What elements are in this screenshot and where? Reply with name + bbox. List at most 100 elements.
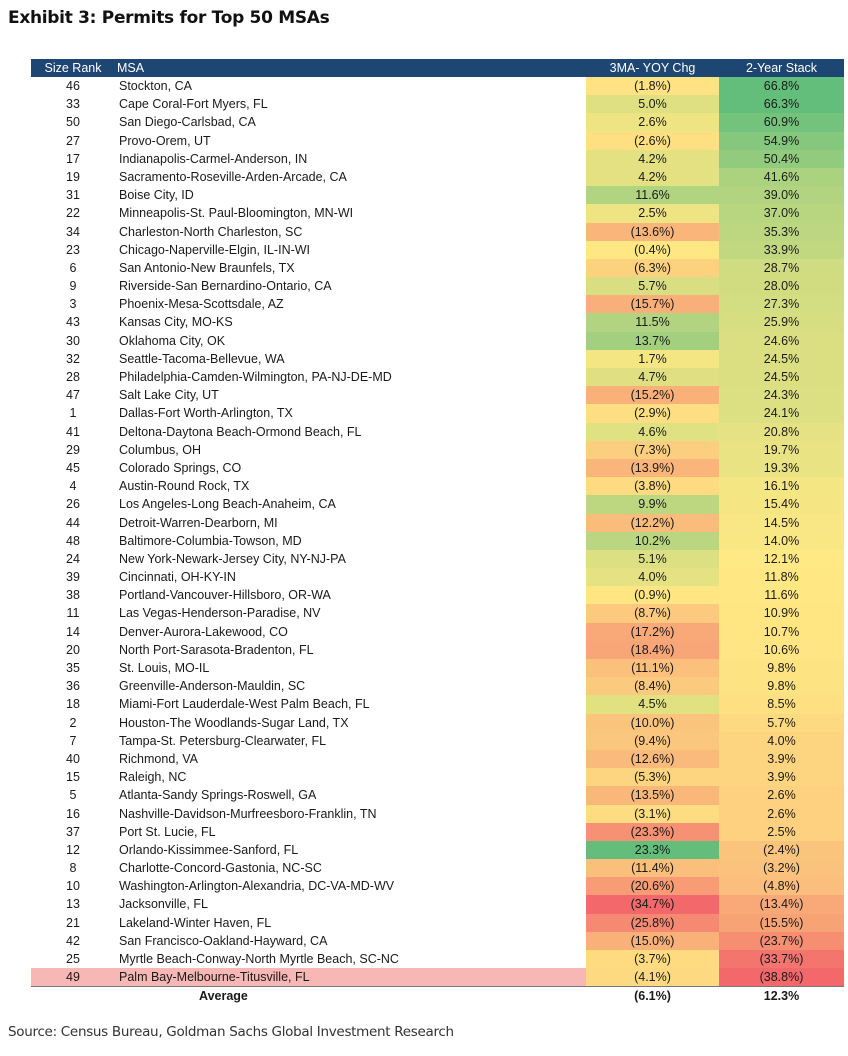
header-size-rank: Size Rank [44, 61, 102, 75]
size-rank-cell: 24 [66, 551, 80, 566]
size-rank-cell: 39 [66, 570, 80, 585]
two-year-stack-cell: 20.8% [719, 422, 844, 441]
msa-cell: Miami-Fort Lauderdale-West Palm Beach, F… [119, 697, 370, 712]
table-row: 36 Greenville-Anderson-Mauldin, SC (8.4%) 9… [31, 677, 844, 696]
yoy-chg-cell: 11.5% [586, 313, 719, 332]
yoy-chg-cell: 5.0% [586, 95, 719, 114]
two-year-stack-cell: 11.6% [719, 586, 844, 605]
two-year-stack-cell: 24.5% [719, 368, 844, 387]
table-row: 27 Provo-Orem, UT (2.6%) 54.9% [31, 131, 844, 150]
table-row: 37 Port St. Lucie, FL (23.3%) 2.5% [31, 822, 844, 841]
table-row: 44 Detroit-Warren-Dearborn, MI (12.2%) 14.5… [31, 513, 844, 532]
yoy-chg-cell: 23.3% [586, 840, 719, 860]
size-rank-cell: 14 [66, 624, 80, 639]
msa-cell: Jacksonville, FL [119, 897, 208, 912]
table-row: 40 Richmond, VA (12.6%) 3.9% [31, 749, 844, 769]
size-rank-cell: 34 [66, 224, 80, 239]
msa-cell: Phoenix-Mesa-Scottsdale, AZ [119, 297, 284, 312]
size-rank-cell: 46 [66, 79, 80, 93]
size-rank-cell: 27 [66, 133, 80, 148]
two-year-stack-cell: (3.2%) [719, 859, 844, 878]
size-rank-cell: 21 [66, 915, 80, 930]
yoy-chg-cell: (11.1%) [586, 659, 719, 678]
average-row: Average (6.1%) 12.3% [31, 986, 844, 1006]
table-row: 29 Columbus, OH (7.3%) 19.7% [31, 440, 844, 459]
size-rank-cell: 36 [66, 679, 80, 694]
msa-cell: Salt Lake City, UT [119, 388, 219, 403]
table-row: 31 Boise City, ID 11.6% 39.0% [31, 186, 844, 205]
two-year-stack-cell: 35.3% [719, 222, 844, 241]
size-rank-cell: 49 [31, 968, 115, 987]
two-year-stack-cell: 4.0% [719, 731, 844, 750]
two-year-stack-cell: (4.8%) [719, 877, 844, 896]
yoy-chg-cell: (0.9%) [586, 586, 719, 605]
yoy-chg-cell: (6.3%) [586, 258, 719, 278]
size-rank-cell: 1 [69, 406, 77, 421]
table-row: 47 Salt Lake City, UT (15.2%) 24.3% [31, 386, 844, 405]
size-rank-cell: 23 [66, 242, 80, 257]
table-row: 8 Charlotte-Concord-Gastonia, NC-SC (11.4%… [31, 859, 844, 878]
size-rank-cell: 19 [66, 169, 80, 184]
size-rank-cell: 18 [66, 697, 80, 712]
size-rank-cell: 4 [69, 479, 77, 494]
two-year-stack-cell: 2.6% [719, 786, 844, 805]
two-year-stack-cell: 12.1% [719, 549, 844, 569]
size-rank-cell: 11 [66, 606, 80, 621]
two-year-stack-cell: 3.9% [719, 768, 844, 787]
two-year-stack-cell: 2.6% [719, 804, 844, 823]
size-rank-cell: 35 [66, 661, 80, 675]
yoy-chg-cell: 4.2% [586, 167, 719, 187]
yoy-chg-cell: (8.7%) [586, 604, 719, 623]
size-rank-cell: 10 [66, 879, 80, 894]
two-year-stack-cell: 8.5% [719, 695, 844, 714]
two-year-stack-cell: 24.5% [719, 349, 844, 368]
yoy-chg-cell: (13.9%) [586, 458, 719, 478]
size-rank-cell: 47 [66, 388, 80, 403]
table-row: 14 Denver-Aurora-Lakewood, CO (17.2%) 10.7% [31, 622, 844, 641]
msa-cell: Richmond, VA [119, 751, 198, 766]
msa-cell: Baltimore-Columbia-Towson, MD [119, 533, 302, 548]
msa-cell: Tampa-St. Petersburg-Clearwater, FL [119, 733, 327, 748]
average-rank-cell [31, 987, 115, 1005]
table-row: 20 North Port-Sarasota-Bradenton, FL (18.4… [31, 640, 844, 659]
average-yoy: (6.1%) [586, 987, 719, 1006]
two-year-stack-cell: 3.9% [719, 749, 844, 769]
msa-cell: Las Vegas-Henderson-Paradise, NV [119, 606, 321, 621]
table-row: 2 Houston-The Woodlands-Sugar Land, TX (10… [31, 713, 844, 732]
size-rank-cell: 31 [66, 188, 80, 203]
msa-cell: New York-Newark-Jersey City, NY-NJ-PA [119, 551, 346, 566]
size-rank-cell: 45 [66, 460, 80, 475]
msa-cell: St. Louis, MO-IL [119, 661, 210, 675]
yoy-chg-cell: (3.7%) [586, 950, 719, 969]
size-rank-cell: 6 [69, 260, 77, 275]
msa-cell: Denver-Aurora-Lakewood, CO [119, 624, 288, 639]
msa-cell: Orlando-Kissimmee-Sanford, FL [119, 842, 299, 857]
table-row: 15 Raleigh, NC (5.3%) 3.9% [31, 768, 844, 787]
yoy-chg-cell: (17.2%) [586, 622, 719, 641]
header-msa: MSA [117, 61, 145, 75]
size-rank-cell: 15 [66, 770, 80, 785]
yoy-chg-cell: (5.3%) [586, 768, 719, 787]
table-row: 17 Indianapolis-Carmel-Anderson, IN 4.2% 50… [31, 149, 844, 168]
header-two-year-stack: 2-Year Stack [745, 61, 818, 75]
average-stack: 12.3% [719, 987, 844, 1006]
msa-cell: Austin-Round Rock, TX [119, 479, 250, 494]
msa-cell: Colorado Springs, CO [119, 460, 242, 475]
yoy-chg-cell: (12.6%) [586, 749, 719, 769]
table-row: 11 Las Vegas-Henderson-Paradise, NV (8.7%)… [31, 604, 844, 623]
two-year-stack-cell: 19.7% [719, 440, 844, 459]
msa-cell: San Francisco-Oakland-Hayward, CA [119, 933, 328, 948]
two-year-stack-cell: 19.3% [719, 458, 844, 478]
size-rank-cell: 20 [66, 642, 80, 657]
yoy-chg-cell: (3.1%) [586, 804, 719, 823]
table-row: 21 Lakeland-Winter Haven, FL (25.8%) (15.5%… [31, 913, 844, 932]
yoy-chg-cell: 11.6% [586, 186, 719, 205]
two-year-stack-cell: 41.6% [719, 167, 844, 187]
size-rank-cell: 50 [66, 115, 80, 130]
table-row: 7 Tampa-St. Petersburg-Clearwater, FL (9.4… [31, 731, 844, 750]
table-row: 42 San Francisco-Oakland-Hayward, CA (15.0… [31, 931, 844, 950]
yoy-chg-cell: 4.7% [586, 368, 719, 387]
msa-cell: Indianapolis-Carmel-Anderson, IN [119, 151, 308, 166]
size-rank-cell: 13 [66, 897, 80, 912]
two-year-stack-cell: (38.8%) [719, 968, 844, 987]
